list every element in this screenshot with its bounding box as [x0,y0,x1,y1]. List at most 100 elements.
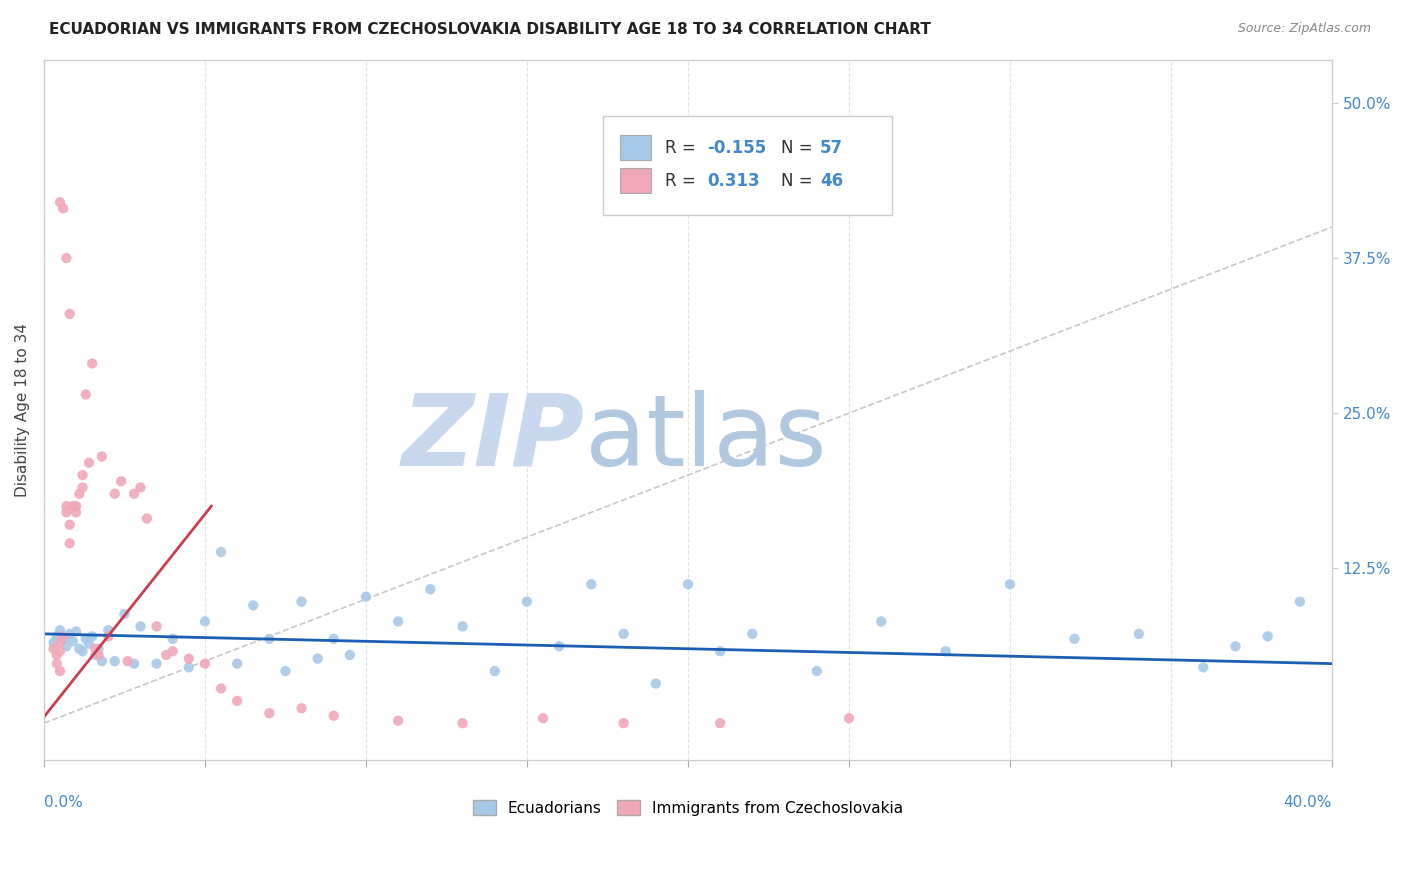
Point [82,356,104,370]
Point [84,641,107,656]
Point [290,701,312,715]
Point [935,644,957,658]
Point [55,505,77,519]
Point [1257,629,1279,643]
Point [136,511,159,525]
Point [998,577,1021,591]
Point [59,627,82,641]
Text: N =: N = [780,171,817,190]
Point [42,641,65,656]
Point [52,629,75,643]
Point [82,629,104,643]
Point [387,615,409,629]
Point [87,641,110,656]
Point [75,632,97,646]
Point [259,632,281,646]
Point [613,716,636,731]
Point [1192,660,1215,674]
Point [145,657,167,671]
Point [451,619,474,633]
Point [274,664,297,678]
Point [290,594,312,608]
Point [484,664,506,678]
Text: R =: R = [665,138,702,157]
Point [613,627,636,641]
Point [1063,632,1085,646]
Point [97,629,120,643]
Point [49,623,72,637]
Point [52,202,75,216]
Point [45,629,67,643]
Point [84,648,107,662]
Point [72,644,94,658]
Point [49,195,72,210]
Point [322,632,344,646]
Point [709,644,731,658]
Point [90,450,112,464]
Point [49,635,72,649]
Text: atlas: atlas [585,390,827,486]
Text: 0.313: 0.313 [707,171,761,190]
Text: 40.0%: 40.0% [1284,795,1331,810]
Point [307,651,329,665]
Point [1225,640,1247,654]
Text: -0.155: -0.155 [707,138,766,157]
Point [194,657,217,671]
Point [122,486,145,500]
Point [77,637,100,651]
Point [59,517,82,532]
Point [45,657,67,671]
Point [45,648,67,662]
Point [644,676,666,690]
Point [194,615,217,629]
Text: 46: 46 [820,171,844,190]
Point [65,499,87,513]
Point [226,657,249,671]
Text: 0.0%: 0.0% [44,795,83,810]
Point [49,664,72,678]
Point [129,619,152,633]
Point [177,660,200,674]
Point [90,654,112,668]
Point [354,590,377,604]
Point [339,648,361,662]
Point [55,251,77,265]
Text: ZIP: ZIP [402,390,585,486]
Point [72,468,94,483]
Text: 57: 57 [820,138,844,157]
Point [548,640,571,654]
Point [676,577,699,591]
Text: Source: ZipAtlas.com: Source: ZipAtlas.com [1237,22,1371,36]
Point [62,634,84,648]
Point [806,664,828,678]
Point [419,582,441,597]
Point [55,640,77,654]
Point [209,545,232,559]
Point [49,644,72,658]
Point [104,486,127,500]
Point [62,499,84,513]
Point [112,607,135,621]
Y-axis label: Disability Age 18 to 34: Disability Age 18 to 34 [15,323,30,497]
Point [117,654,139,668]
Point [110,475,132,489]
Point [52,632,75,646]
Point [59,536,82,550]
Point [72,481,94,495]
Point [516,594,538,608]
Point [581,577,603,591]
Point [42,635,65,649]
Legend: Ecuadorians, Immigrants from Czechoslovakia: Ecuadorians, Immigrants from Czechoslova… [472,800,903,816]
Point [67,486,90,500]
Point [87,648,110,662]
Point [59,307,82,321]
Point [104,654,127,668]
Point [1128,627,1150,641]
Text: R =: R = [665,171,702,190]
Point [145,619,167,633]
Text: ECUADORIAN VS IMMIGRANTS FROM CZECHOSLOVAKIA DISABILITY AGE 18 TO 34 CORRELATION: ECUADORIAN VS IMMIGRANTS FROM CZECHOSLOV… [49,22,931,37]
Point [65,624,87,639]
Point [129,481,152,495]
Point [242,599,264,613]
Text: N =: N = [780,138,817,157]
